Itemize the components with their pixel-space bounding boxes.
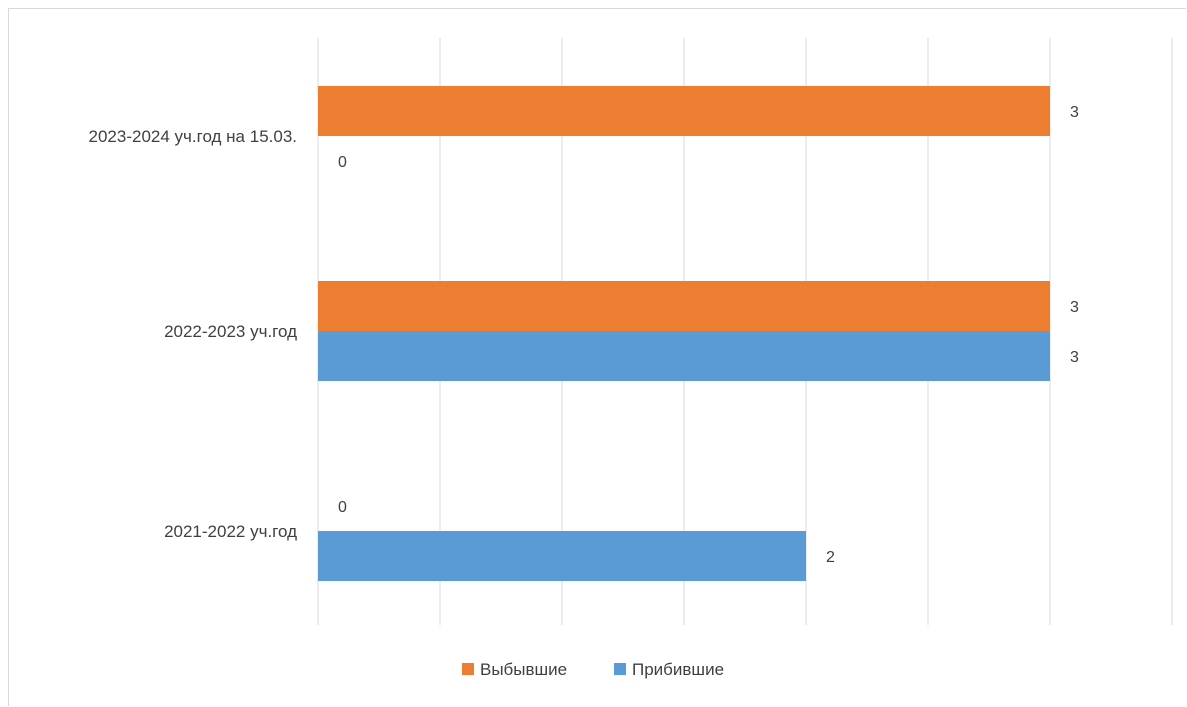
bar-pribyvshie <box>318 331 1050 381</box>
bar-pribyvshie <box>318 531 806 581</box>
data-label: 0 <box>338 499 347 516</box>
legend-label: Прибившие <box>632 660 724 679</box>
bar-vybyvshie <box>318 86 1050 136</box>
data-label: 3 <box>1070 299 1079 316</box>
category-label: 2023-2024 уч.год на 15.03. <box>89 127 297 146</box>
legend-swatch <box>462 663 474 675</box>
data-labels: 2 0 3 3 0 3 <box>338 104 1079 566</box>
legend-label: Выбывшие <box>480 660 567 679</box>
data-label: 3 <box>1070 349 1079 366</box>
category-label: 2021-2022 уч.год <box>164 522 297 541</box>
legend-swatch <box>614 663 626 675</box>
data-label: 2 <box>826 549 835 566</box>
category-label: 2022-2023 уч.год <box>164 322 297 341</box>
data-label: 0 <box>338 154 347 171</box>
category-labels: 2021-2022 уч.год 2022-2023 уч.год 2023-202… <box>89 127 298 541</box>
legend: Выбывшие Прибившие <box>462 660 724 679</box>
chart-frame <box>8 8 1186 706</box>
bars <box>318 86 1050 581</box>
data-label: 3 <box>1070 104 1079 121</box>
bar-vybyvshie <box>318 281 1050 331</box>
